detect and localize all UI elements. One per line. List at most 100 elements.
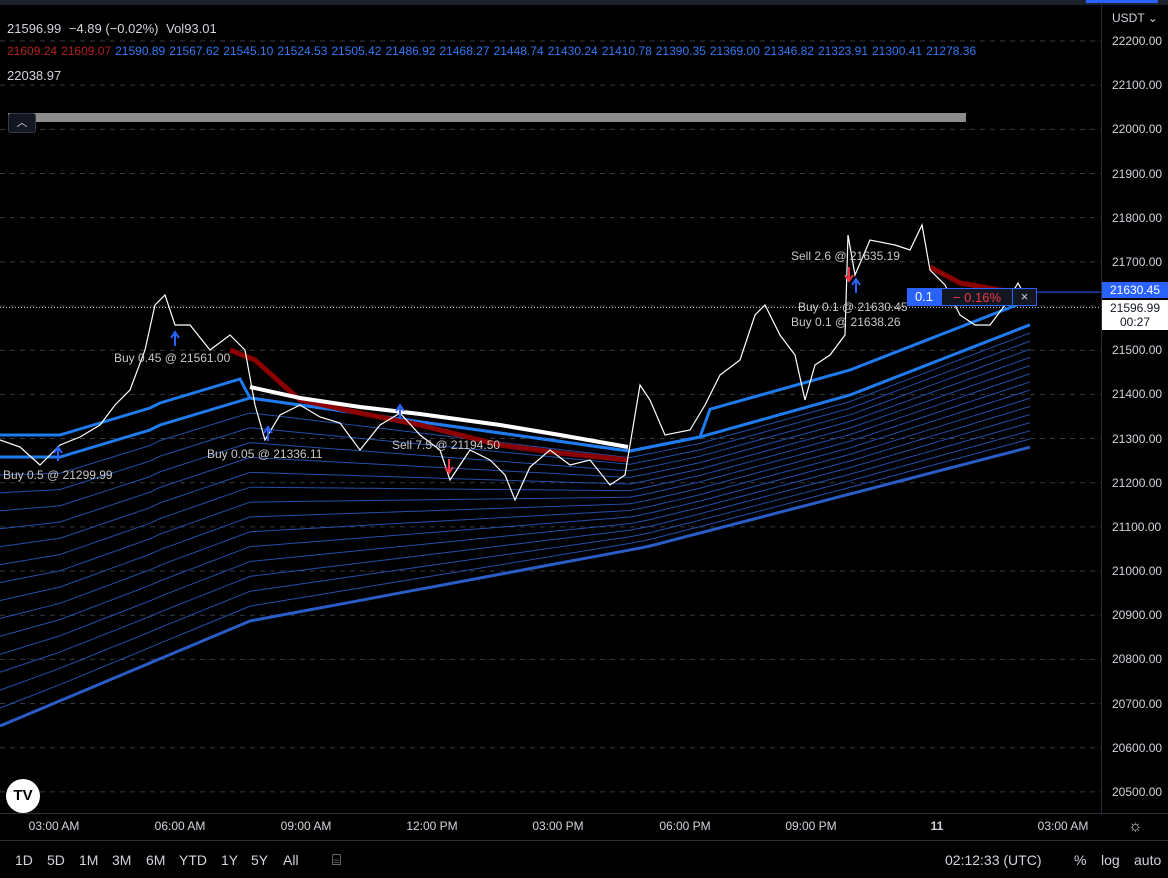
bar-countdown: 00:27 (1119, 315, 1151, 329)
price-tick-label: 21400.00 (1112, 387, 1163, 402)
utc-clock[interactable]: 02:12:33 (UTC) (945, 852, 1042, 868)
sell-arrow-icon (844, 274, 854, 283)
time-tick-label: 03:00 AM (1037, 819, 1089, 833)
time-tick-label: 12:00 PM (406, 819, 458, 833)
ma-value: 21346.82 (763, 44, 814, 58)
ma-value: 21410.78 (601, 44, 652, 58)
price-tick-label: 20500.00 (1112, 784, 1163, 799)
range-5y-button[interactable]: 5Y (251, 852, 269, 868)
ma-ribbon-line (0, 397, 1031, 619)
ma-value: 21448.74 (493, 44, 544, 58)
range-all-button[interactable]: All (283, 852, 299, 868)
last-price-label: 21630.45 (1102, 282, 1168, 298)
ma-ribbon-line (0, 332, 1031, 476)
time-tick-label: 09:00 AM (280, 819, 332, 833)
time-tick-label: 09:00 PM (785, 819, 837, 833)
range-ytd-button[interactable]: YTD (179, 852, 207, 868)
ma-value: 21278.36 (926, 44, 977, 58)
buy-arrow-icon (395, 403, 405, 412)
range-1m-button[interactable]: 1M (79, 852, 99, 868)
range-5d-button[interactable]: 5D (47, 852, 65, 868)
price-tick-label: 20600.00 (1112, 740, 1163, 755)
range-1d-button[interactable]: 1D (15, 852, 33, 868)
trade-annotation: Sell 7.5 @ 21194.50 (392, 438, 501, 452)
ma-value: 21609.07 (61, 44, 112, 58)
ma-white-band (249, 385, 629, 449)
percent-toggle[interactable]: % (1074, 852, 1087, 868)
gear-icon[interactable]: ☼ (1128, 818, 1143, 835)
time-tick-label: 03:00 PM (532, 819, 584, 833)
ma-value: 21567.62 (169, 44, 220, 58)
price-tick-label: 22000.00 (1112, 122, 1163, 137)
trade-annotation: Buy 0.05 @ 21336.11 (207, 447, 323, 461)
buy-arrow-icon (53, 445, 63, 454)
legend-vol-value: 93.01 (184, 21, 217, 36)
price-tick-label: 22200.00 (1112, 34, 1163, 48)
time-tick-label: 06:00 PM (659, 819, 711, 833)
top-accent (1086, 0, 1158, 3)
price-tick-label: 21100.00 (1112, 519, 1162, 534)
position-order-line[interactable]: 0.1 − 0.16% × (907, 288, 1037, 306)
calendar-range-icon[interactable]: ⌸ (332, 852, 342, 869)
bottom-toolbar: 1D 5D 1M 3M 6M YTD 1Y 5Y All ⌸ 02:12:33 (UTC) % … (0, 840, 1168, 878)
ma-ribbon-line (0, 323, 1031, 459)
ma-value: 21430.24 (547, 44, 598, 58)
ma-ribbon-line (0, 405, 1031, 637)
currency-label: USDT (1112, 11, 1145, 25)
price-tick-label: 21200.00 (1112, 475, 1163, 490)
current-price-label: 21596.99 00:27 (1102, 300, 1168, 330)
range-1y-button[interactable]: 1Y (221, 852, 239, 868)
close-icon[interactable]: × (1013, 288, 1037, 306)
time-tick-label: 11 (930, 819, 944, 833)
ma-ribbon-line (0, 356, 1031, 530)
price-line (0, 223, 1031, 502)
ma-ribbon-line (0, 422, 1031, 673)
ma-ribbon-line (0, 365, 1031, 548)
ma-ribbon-line (0, 348, 1031, 512)
ma-ribbon-line (0, 430, 1031, 691)
ma-value: 21300.41 (872, 44, 923, 58)
price-tick-label: 22100.00 (1112, 78, 1163, 93)
price-tick-label: 21800.00 (1112, 210, 1163, 225)
price-scale[interactable]: USDT ⌄ 22200.00 22100.00 22000.00 21900.00 2… (1101, 5, 1168, 813)
tradingview-logo[interactable]: TV (6, 779, 40, 813)
legend-vol-label: Vol (166, 21, 185, 36)
chevron-down-icon: ⌄ (1147, 11, 1158, 25)
price-tick-label: 20800.00 (1112, 652, 1163, 667)
ma-ribbon-line (0, 373, 1031, 566)
price-tick-label: 21300.00 (1112, 431, 1163, 446)
order-quantity[interactable]: 0.1 (907, 288, 941, 306)
buy-arrow-icon (263, 425, 273, 434)
legend-main: 21596.99 −4.89 (−0.02%) Vol93.01 (7, 21, 217, 36)
legend-price: 21596.99 (7, 21, 62, 36)
ma-ribbon-line (0, 340, 1031, 494)
price-chart[interactable] (0, 5, 1101, 813)
ma-ribbon-line (0, 438, 1031, 709)
range-6m-button[interactable]: 6M (146, 852, 166, 868)
trade-annotation: Sell 2.6 @ 21635.19 (791, 249, 900, 263)
range-3m-button[interactable]: 3M (112, 852, 132, 868)
currency-selector[interactable]: USDT ⌄ (1112, 11, 1158, 25)
log-toggle[interactable]: log (1101, 852, 1120, 868)
price-tick-label: 20900.00 (1112, 608, 1163, 623)
sell-arrow-icon (444, 466, 454, 475)
trade-annotation: Buy 0.1 @ 21638.26 (791, 315, 901, 329)
indicator-pane-bar (8, 113, 966, 122)
price-tick-label: 21900.00 (1112, 166, 1163, 181)
chart-pane[interactable]: 21596.99 −4.89 (−0.02%) Vol93.01 21609.2… (0, 5, 1101, 813)
ma-value: 21505.42 (331, 44, 382, 58)
collapse-legend-button[interactable]: ︿ (8, 113, 36, 133)
auto-scale-toggle[interactable]: auto (1134, 852, 1162, 868)
current-price: 21596.99 (1109, 301, 1161, 315)
ma-ribbon-line (0, 445, 1031, 728)
ma-value: 21524.53 (277, 44, 328, 58)
buy-arrow-icon (170, 330, 180, 339)
price-tick-label: 21000.00 (1112, 564, 1163, 579)
legend-secondary-value: 22038.97 (7, 68, 62, 83)
ma-ribbon-line (0, 414, 1031, 655)
time-scale[interactable]: 03:00 AM 06:00 AM 09:00 AM 12:00 PM 03:00 PM… (0, 813, 1168, 840)
ma-value: 21545.10 (223, 44, 274, 58)
trade-annotation: Buy 0.5 @ 21299.99 (3, 468, 113, 482)
ma-fast-line (0, 298, 1031, 453)
trade-annotation: Buy 0.1 @ 21630.45 (798, 300, 908, 314)
